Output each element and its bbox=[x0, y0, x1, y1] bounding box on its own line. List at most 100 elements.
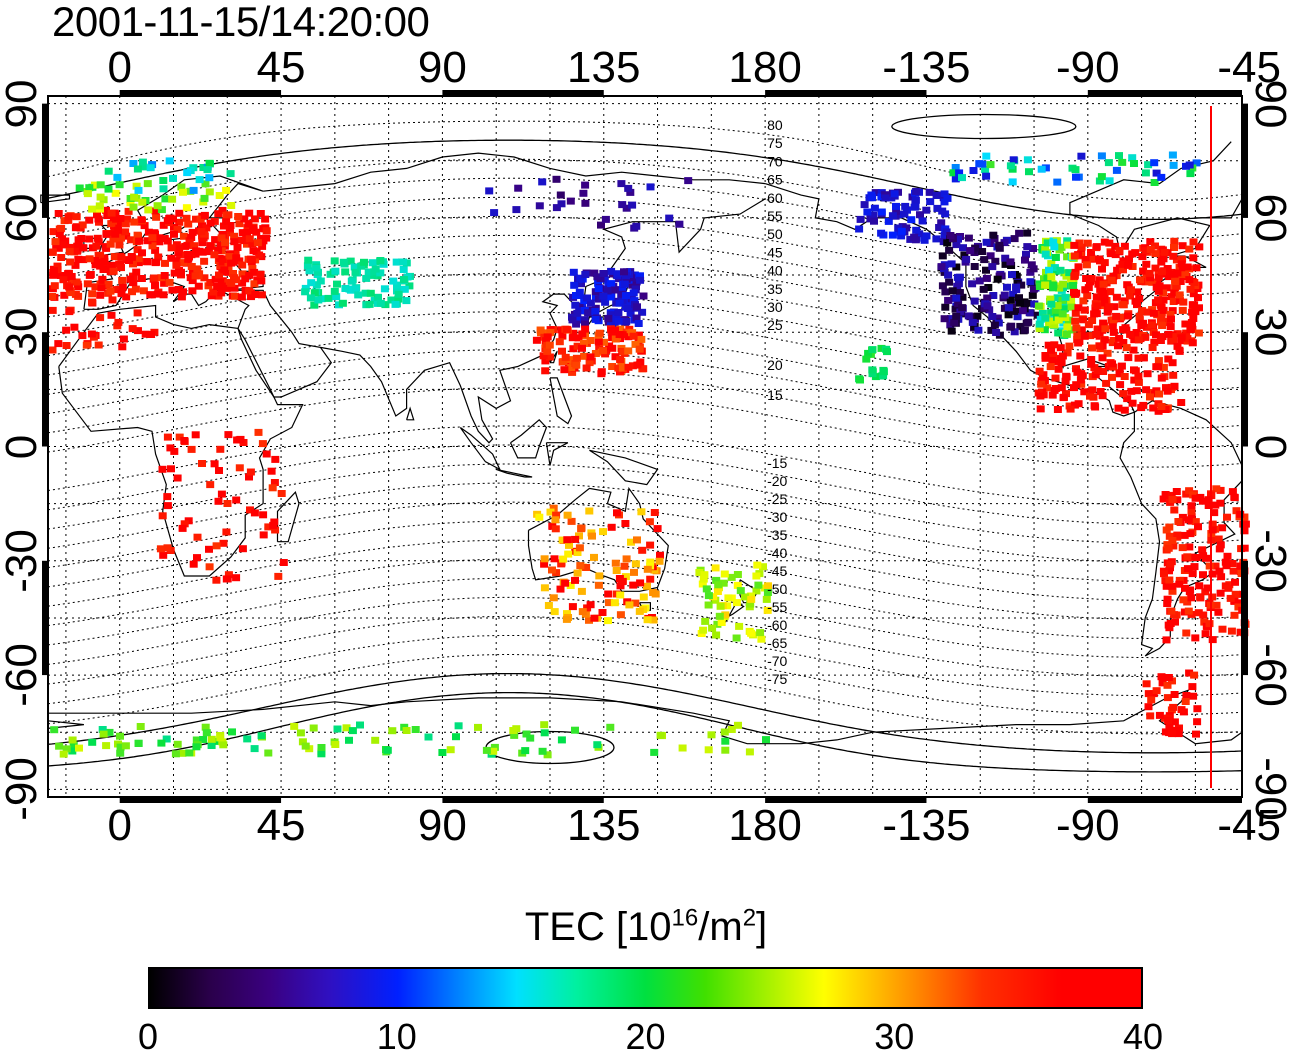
tec-point bbox=[342, 724, 351, 732]
lat-tick-right: -90 bbox=[1246, 757, 1292, 822]
tec-point bbox=[1045, 266, 1053, 274]
tec-point bbox=[54, 210, 63, 217]
tec-point bbox=[535, 202, 544, 210]
tec-point bbox=[940, 315, 949, 323]
tec-point bbox=[1188, 683, 1197, 691]
tec-point bbox=[156, 545, 165, 553]
tec-point bbox=[1178, 513, 1187, 521]
tec-point bbox=[235, 220, 244, 228]
tec-point bbox=[884, 217, 893, 225]
tec-point bbox=[1167, 582, 1176, 590]
tec-point bbox=[179, 232, 188, 240]
tec-point bbox=[489, 747, 498, 755]
coastline bbox=[549, 377, 573, 425]
tec-point bbox=[277, 490, 286, 497]
tec-point bbox=[103, 212, 112, 220]
tec-point bbox=[1164, 330, 1173, 338]
tec-point bbox=[1076, 376, 1085, 384]
tec-point bbox=[1092, 293, 1101, 301]
tec-point bbox=[938, 207, 947, 215]
lon-tick-top: -90 bbox=[1056, 43, 1120, 92]
tec-point bbox=[92, 242, 101, 250]
tec-point bbox=[1111, 251, 1120, 259]
tec-point bbox=[559, 555, 568, 563]
tec-point bbox=[1112, 166, 1121, 174]
tec-point bbox=[1026, 278, 1035, 286]
tec-point bbox=[256, 210, 265, 217]
maglat-contour bbox=[47, 330, 1243, 411]
tec-point bbox=[83, 190, 92, 198]
tec-point bbox=[71, 290, 80, 298]
tec-point bbox=[173, 740, 182, 748]
tec-point bbox=[611, 559, 620, 567]
tec-point bbox=[1099, 319, 1108, 327]
tec-point bbox=[1172, 726, 1181, 734]
tec-point bbox=[949, 169, 958, 177]
tec-point bbox=[1141, 247, 1150, 255]
tec-point bbox=[1119, 390, 1128, 398]
tec-point bbox=[127, 236, 136, 244]
tec-point bbox=[613, 509, 621, 517]
tec-point bbox=[380, 285, 389, 293]
tec-point bbox=[577, 587, 586, 595]
tec-point bbox=[901, 202, 910, 210]
tec-point bbox=[721, 611, 730, 619]
tec-point bbox=[1204, 496, 1213, 504]
tec-point bbox=[167, 244, 176, 252]
contour-label-north: 80 bbox=[767, 117, 783, 133]
tec-point bbox=[109, 214, 118, 222]
lon-tick-top: 0 bbox=[107, 43, 132, 92]
tec-point bbox=[362, 274, 371, 282]
tec-point bbox=[350, 263, 359, 271]
tec-point bbox=[1177, 260, 1186, 268]
tec-point bbox=[1195, 582, 1204, 590]
tec-point bbox=[699, 626, 708, 634]
tec-point bbox=[215, 271, 223, 279]
tec-point bbox=[754, 581, 763, 589]
tec-point bbox=[1010, 307, 1019, 315]
tec-point bbox=[298, 738, 307, 746]
lon-tick-bottom: 90 bbox=[417, 801, 467, 850]
tec-point bbox=[1047, 300, 1056, 308]
tec-point bbox=[179, 259, 188, 267]
tec-point bbox=[568, 603, 577, 611]
tec-point bbox=[993, 314, 1002, 322]
tec-point bbox=[50, 282, 59, 290]
tec-point bbox=[177, 183, 186, 191]
tec-point bbox=[184, 220, 193, 228]
tec-point bbox=[630, 568, 638, 576]
maglat-contour bbox=[47, 615, 1243, 697]
tec-point bbox=[1099, 280, 1108, 288]
tec-point bbox=[197, 228, 206, 236]
tec-point bbox=[1178, 255, 1187, 263]
tec-point bbox=[1177, 334, 1186, 342]
tec-point bbox=[646, 183, 655, 191]
tec-point bbox=[1130, 160, 1138, 167]
tec-point bbox=[645, 518, 654, 526]
tec-point bbox=[1146, 712, 1155, 720]
tec-point bbox=[637, 508, 646, 516]
tec-point bbox=[212, 576, 221, 584]
tec-point bbox=[991, 257, 1000, 265]
tec-point bbox=[631, 285, 640, 293]
tec-point bbox=[968, 280, 977, 288]
tec-point bbox=[50, 267, 58, 275]
tec-point bbox=[1006, 258, 1015, 266]
tec-point bbox=[1079, 297, 1088, 305]
tec-point bbox=[1223, 513, 1231, 521]
tec-point bbox=[85, 216, 94, 224]
tec-point bbox=[552, 511, 561, 519]
tec-point bbox=[1126, 292, 1134, 300]
tec-point bbox=[1194, 329, 1203, 337]
tec-point bbox=[1128, 250, 1137, 258]
tec-point bbox=[201, 723, 210, 731]
tec-point bbox=[224, 431, 233, 439]
tec-point bbox=[179, 288, 187, 296]
tec-point bbox=[1159, 289, 1168, 297]
tec-point bbox=[900, 210, 909, 218]
tec-point bbox=[570, 281, 579, 289]
tec-point bbox=[231, 250, 240, 258]
tec-point bbox=[214, 246, 223, 254]
tec-point bbox=[1095, 276, 1104, 284]
axis-band-top bbox=[765, 90, 927, 96]
